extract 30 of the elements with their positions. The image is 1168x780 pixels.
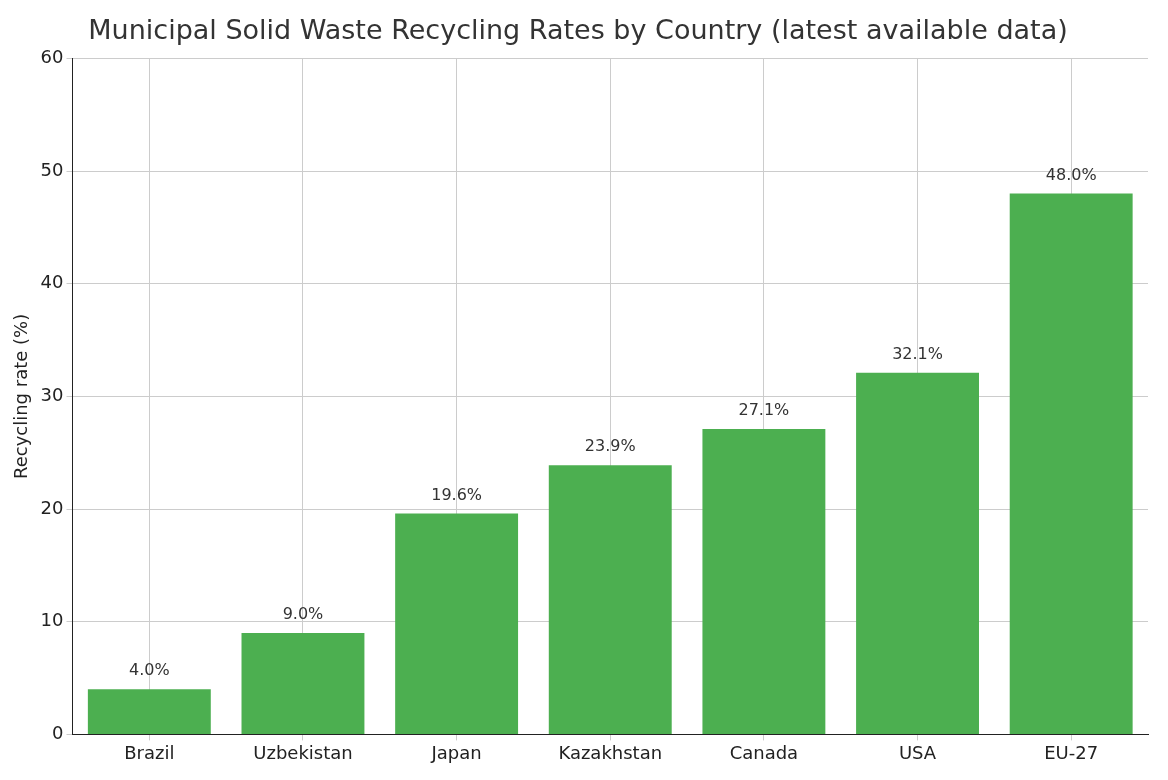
chart-title: Municipal Solid Waste Recycling Rates by Country (latest available data) bbox=[88, 14, 1068, 46]
y-axis-title: Recycling rate (%) bbox=[10, 313, 32, 480]
data-label: 48.0% bbox=[1045, 164, 1097, 184]
x-tick-label: Kazakhstan bbox=[558, 741, 663, 763]
y-tick-label: 30 bbox=[40, 384, 64, 406]
y-tick-label: 50 bbox=[40, 158, 64, 180]
x-tick-label: EU-27 bbox=[1044, 741, 1099, 763]
y-tick-label: 20 bbox=[40, 496, 64, 518]
bar bbox=[856, 372, 979, 734]
x-tick-label: Brazil bbox=[124, 741, 175, 763]
data-label: 19.6% bbox=[431, 484, 483, 504]
data-label: 27.1% bbox=[738, 400, 790, 420]
x-tick-label: Uzbekistan bbox=[253, 741, 353, 763]
y-tick-label: 60 bbox=[40, 46, 64, 68]
data-label: 23.9% bbox=[584, 436, 636, 456]
x-tick-label: Canada bbox=[729, 741, 799, 763]
y-tick-label: 40 bbox=[40, 271, 64, 293]
x-tick-label: USA bbox=[898, 741, 937, 763]
data-label: 4.0% bbox=[129, 660, 170, 680]
y-tick-label: 10 bbox=[40, 609, 64, 631]
data-label: 32.1% bbox=[892, 343, 943, 363]
bar bbox=[548, 465, 672, 734]
bar bbox=[395, 513, 519, 734]
bar bbox=[702, 429, 826, 734]
y-tick-label: 0 bbox=[52, 722, 64, 744]
x-tick-label: Japan bbox=[430, 741, 482, 763]
bar bbox=[241, 633, 365, 734]
data-label: 9.0% bbox=[282, 604, 324, 624]
bar bbox=[1009, 193, 1133, 734]
bar bbox=[87, 689, 211, 734]
